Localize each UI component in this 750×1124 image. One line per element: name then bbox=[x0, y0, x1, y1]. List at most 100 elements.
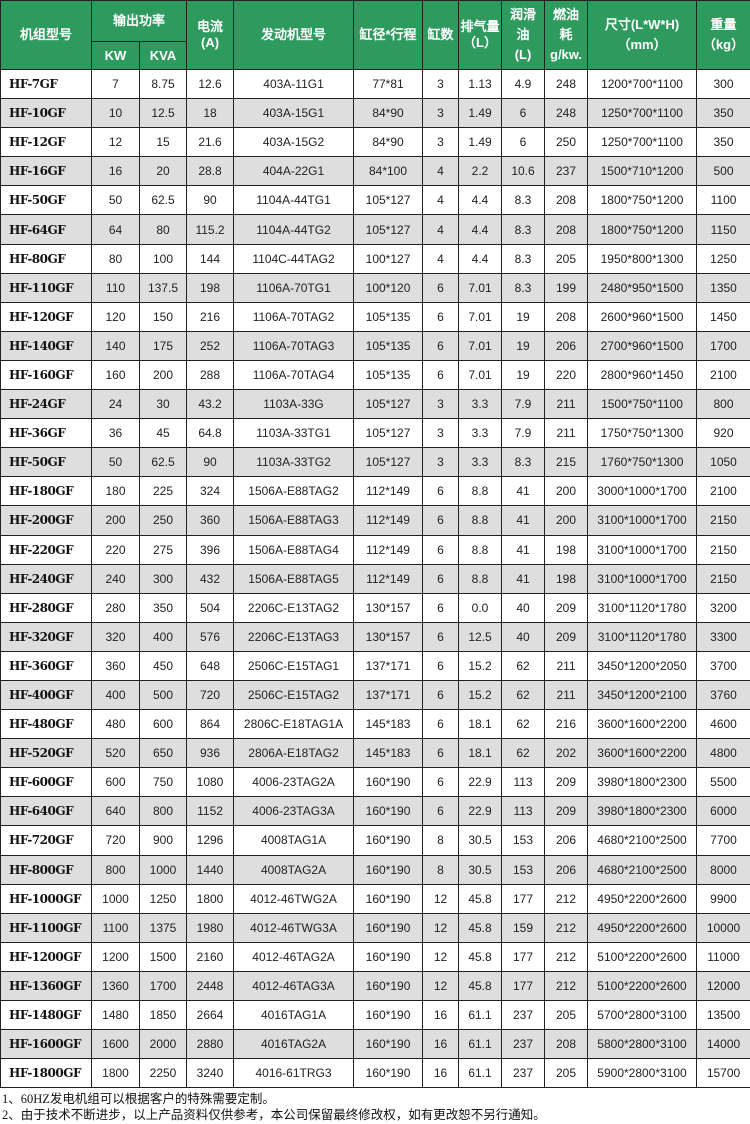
cell-model: HF-16GF bbox=[0, 156, 92, 187]
cell-kva: 600 bbox=[138, 709, 188, 740]
cell-kva: 137.5 bbox=[138, 272, 188, 303]
cell-kva: 350 bbox=[138, 592, 188, 623]
cell-bore-stroke: 105*135 bbox=[353, 330, 424, 361]
cell-displacement: 8.8 bbox=[458, 476, 503, 507]
cell-kw: 600 bbox=[91, 767, 140, 798]
cell-model: HF-50GF bbox=[0, 447, 92, 478]
cell-bore-stroke: 145*183 bbox=[353, 709, 424, 740]
cell-displacement: 7.01 bbox=[458, 359, 503, 391]
cell-engine: 2206C-E13TAG3 bbox=[233, 621, 355, 652]
cell-cylinders: 12 bbox=[422, 970, 460, 1002]
cell-model: HF-1480GF bbox=[0, 999, 92, 1031]
cell-current: 216 bbox=[186, 301, 235, 332]
cell-fuel-consumption: 248 bbox=[544, 68, 589, 100]
cell-weight: 11000 bbox=[696, 941, 750, 972]
cell-engine: 1103A-33TG2 bbox=[233, 447, 355, 478]
cell-displacement: 12.5 bbox=[458, 621, 503, 652]
cell-engine: 1104A-44TG2 bbox=[233, 214, 355, 245]
cell-dimensions: 5800*2800*3100 bbox=[587, 1029, 698, 1060]
cell-cylinders: 4 bbox=[422, 243, 460, 274]
cell-model: HF-24GF bbox=[0, 389, 92, 420]
cell-model: HF-1200GF bbox=[0, 941, 92, 972]
cell-fuel-consumption: 212 bbox=[544, 912, 589, 943]
cell-current: 432 bbox=[186, 563, 235, 594]
cell-current: 648 bbox=[186, 650, 235, 681]
cell-fuel-consumption: 216 bbox=[544, 709, 589, 740]
cell-kw: 280 bbox=[91, 592, 140, 623]
cell-kw: 1200 bbox=[91, 941, 140, 972]
cell-current: 288 bbox=[186, 359, 235, 391]
cell-dimensions: 2480*950*1500 bbox=[587, 272, 698, 303]
header-engine: 发动机型号 bbox=[233, 0, 355, 70]
cell-fuel-consumption: 208 bbox=[544, 1029, 589, 1060]
cell-cylinders: 6 bbox=[422, 563, 460, 594]
cell-kva: 1000 bbox=[138, 854, 188, 885]
cell-displacement: 30.5 bbox=[458, 825, 503, 856]
cell-cylinders: 3 bbox=[422, 68, 460, 100]
cell-weight: 1450 bbox=[696, 301, 750, 332]
cell-kw: 520 bbox=[91, 738, 140, 769]
cell-lube-oil: 41 bbox=[501, 563, 546, 594]
cell-engine: 4006-23TAG3A bbox=[233, 796, 355, 827]
cell-kw: 16 bbox=[91, 156, 140, 187]
cell-cylinders: 4 bbox=[422, 214, 460, 245]
cell-displacement: 4.4 bbox=[458, 243, 503, 274]
cell-fuel-consumption: 208 bbox=[544, 214, 589, 245]
footnote: 2、由于技术不断进步，以上产品资料仅供参考，本公司保留最终修改权，如有更改恕不另… bbox=[2, 1108, 546, 1122]
header-bore-stroke: 缸径*行程 bbox=[353, 0, 424, 70]
cell-model: HF-110GF bbox=[0, 272, 92, 303]
cell-cylinders: 6 bbox=[422, 709, 460, 740]
cell-displacement: 4.4 bbox=[458, 185, 503, 216]
cell-weight: 9900 bbox=[696, 883, 750, 914]
cell-current: 12.6 bbox=[186, 68, 235, 100]
cell-dimensions: 1750*750*1300 bbox=[587, 418, 698, 449]
table-row: HF-1480GF 1480 1850 2664 4016TAG1A 160*190 16 6… bbox=[0, 999, 750, 1031]
table-row: HF-600GF 600 750 1080 4006-23TAG2A 160*190 6 22… bbox=[0, 767, 750, 798]
cell-weight: 300 bbox=[696, 68, 750, 100]
table-row: HF-64GF 64 80 115.2 1104A-44TG2 105*127 4 4.4 8.… bbox=[0, 214, 750, 245]
cell-displacement: 8.8 bbox=[458, 505, 503, 536]
cell-engine: 403A-11G1 bbox=[233, 68, 355, 100]
header-model: 机组型号 bbox=[0, 0, 92, 70]
cell-kw: 50 bbox=[91, 185, 140, 216]
cell-displacement: 7.01 bbox=[458, 301, 503, 332]
cell-weight: 5500 bbox=[696, 767, 750, 798]
cell-displacement: 45.8 bbox=[458, 883, 503, 914]
cell-kva: 800 bbox=[138, 796, 188, 827]
cell-weight: 2150 bbox=[696, 505, 750, 536]
cell-kva: 650 bbox=[138, 738, 188, 769]
cell-cylinders: 16 bbox=[422, 1029, 460, 1060]
cell-lube-oil: 177 bbox=[501, 970, 546, 1002]
table-row: HF-1100GF 1100 1375 1980 4012-46TWG3A 160*190… bbox=[0, 912, 750, 943]
header-weight: 重量 （kg） bbox=[696, 0, 750, 70]
cell-model: HF-36GF bbox=[0, 418, 92, 449]
cell-model: HF-12GF bbox=[0, 127, 92, 158]
cell-lube-oil: 6 bbox=[501, 98, 546, 129]
table-row: HF-80GF 80 100 144 1104C-44TAG2 100*127 4 4.4 8.… bbox=[0, 243, 750, 274]
table-row: HF-1000GF 1000 1250 1800 4012-46TWG2A 160*190… bbox=[0, 883, 750, 914]
cell-engine: 1506A-E88TAG5 bbox=[233, 563, 355, 594]
cell-weight: 14000 bbox=[696, 1029, 750, 1060]
cell-model: HF-140GF bbox=[0, 330, 92, 361]
table-row: HF-1360GF 1360 1700 2448 4012-46TAG3A 160*190… bbox=[0, 970, 750, 1002]
cell-fuel-consumption: 211 bbox=[544, 418, 589, 449]
cell-bore-stroke: 105*127 bbox=[353, 418, 424, 449]
cell-current: 1440 bbox=[186, 854, 235, 885]
cell-current: 90 bbox=[186, 447, 235, 478]
cell-current: 3240 bbox=[186, 1058, 235, 1089]
cell-weight: 15700 bbox=[696, 1058, 750, 1089]
table-row: HF-320GF 320 400 576 2206C-E13TAG3 130*157 6 12… bbox=[0, 621, 750, 652]
cell-kva: 62.5 bbox=[138, 447, 188, 478]
cell-model: HF-240GF bbox=[0, 563, 92, 594]
cell-lube-oil: 7.9 bbox=[501, 418, 546, 449]
cell-dimensions: 3450*1200*2050 bbox=[587, 650, 698, 681]
header-fuel-consumption: 燃油 耗 g/kw. bbox=[544, 0, 589, 70]
cell-dimensions: 4950*2200*2600 bbox=[587, 883, 698, 914]
table-row: HF-640GF 640 800 1152 4006-23TAG3A 160*190 6 22… bbox=[0, 796, 750, 827]
cell-kva: 2250 bbox=[138, 1058, 188, 1089]
cell-engine: 1104C-44TAG2 bbox=[233, 243, 355, 274]
cell-displacement: 22.9 bbox=[458, 767, 503, 798]
cell-bore-stroke: 112*149 bbox=[353, 534, 424, 565]
cell-kva: 300 bbox=[138, 563, 188, 594]
table-row: HF-360GF 360 450 648 2506C-E15TAG1 137*171 6 15… bbox=[0, 650, 750, 681]
